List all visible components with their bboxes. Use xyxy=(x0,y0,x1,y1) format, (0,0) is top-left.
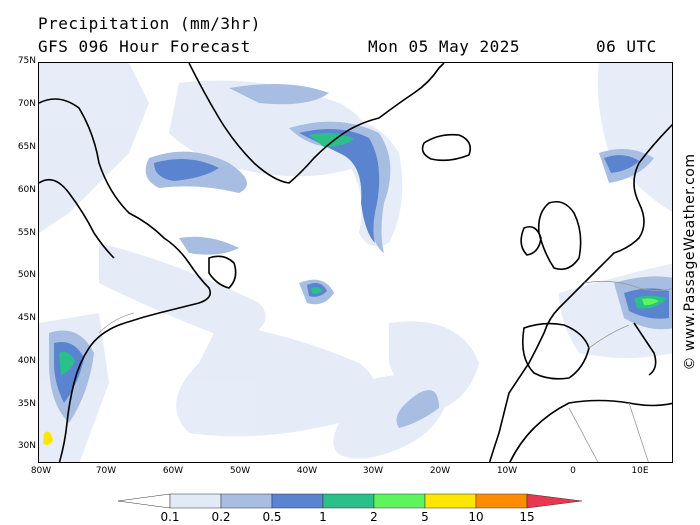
legend-label-0: 0.1 xyxy=(160,510,180,524)
iberia-coast xyxy=(521,322,590,380)
borders xyxy=(98,280,672,462)
lat-label-45n: 45N xyxy=(17,313,36,323)
greenland-coast xyxy=(188,63,445,184)
colorbar-segment-5 xyxy=(373,493,426,509)
map-title: Precipitation (mm/3hr) xyxy=(38,14,261,33)
forecast-subtitle: GFS 096 Hour Forecast xyxy=(38,37,251,56)
italy-coast xyxy=(633,322,657,376)
lat-label-75n: 75N xyxy=(17,56,36,66)
legend-label-7: 15 xyxy=(519,510,535,524)
precip-colorbar xyxy=(118,493,582,509)
lat-label-40n: 40N xyxy=(17,356,36,366)
legend-label-6: 10 xyxy=(468,510,484,524)
colorbar-segment-4 xyxy=(322,493,375,509)
lat-label-30n: 30N xyxy=(17,441,36,451)
colorbar-segment-3 xyxy=(271,493,324,509)
lat-label-55n: 55N xyxy=(17,228,36,238)
credit-text: © www.PassageWeather.com xyxy=(682,153,698,371)
legend-label-3: 1 xyxy=(319,510,327,524)
lat-label-60n: 60N xyxy=(17,185,36,195)
precipitation-map[interactable] xyxy=(38,62,673,463)
europe-coast xyxy=(488,123,672,462)
colorbar-segment-6 xyxy=(424,493,477,509)
precip-light xyxy=(39,63,672,462)
colorbar-segment-8 xyxy=(526,493,582,509)
lat-label-70n: 70N xyxy=(17,99,36,109)
lat-label-65n: 65N xyxy=(17,142,36,152)
colorbar-segment-1 xyxy=(169,493,222,509)
forecast-time: 06 UTC xyxy=(596,37,657,56)
legend-label-5: 5 xyxy=(421,510,429,524)
lon-label-30w: 30W xyxy=(362,466,384,476)
newfoundland-coast xyxy=(208,255,237,289)
colorbar-segment-2 xyxy=(220,493,273,509)
lon-label-80w: 80W xyxy=(30,466,52,476)
lon-label-20w: 20W xyxy=(429,466,451,476)
lat-label-50n: 50N xyxy=(17,270,36,280)
lon-label-0: 0 xyxy=(570,466,576,476)
colorbar-segment-0 xyxy=(118,493,171,509)
british-isles-coast xyxy=(537,200,582,271)
north-america-coast xyxy=(39,98,212,462)
ireland-coast xyxy=(520,225,542,256)
lat-label-35n: 35N xyxy=(17,399,36,409)
africa-coast xyxy=(509,399,672,462)
legend-label-2: 0.5 xyxy=(262,510,282,524)
legend-label-1: 0.2 xyxy=(211,510,231,524)
lon-label-10e: 10E xyxy=(631,466,649,476)
forecast-date: Mon 05 May 2025 xyxy=(368,37,520,56)
lon-label-40w: 40W xyxy=(296,466,318,476)
iceland-coast xyxy=(421,133,472,162)
legend-label-4: 2 xyxy=(370,510,378,524)
map-canvas xyxy=(39,63,672,462)
colorbar-segment-7 xyxy=(475,493,528,509)
coastlines xyxy=(39,63,672,462)
lon-label-60w: 60W xyxy=(162,466,184,476)
labrador-coast xyxy=(39,178,115,259)
precip-intense xyxy=(43,132,667,446)
lon-label-50w: 50W xyxy=(229,466,251,476)
lon-label-10w: 10W xyxy=(496,466,518,476)
lon-label-70w: 70W xyxy=(95,466,117,476)
